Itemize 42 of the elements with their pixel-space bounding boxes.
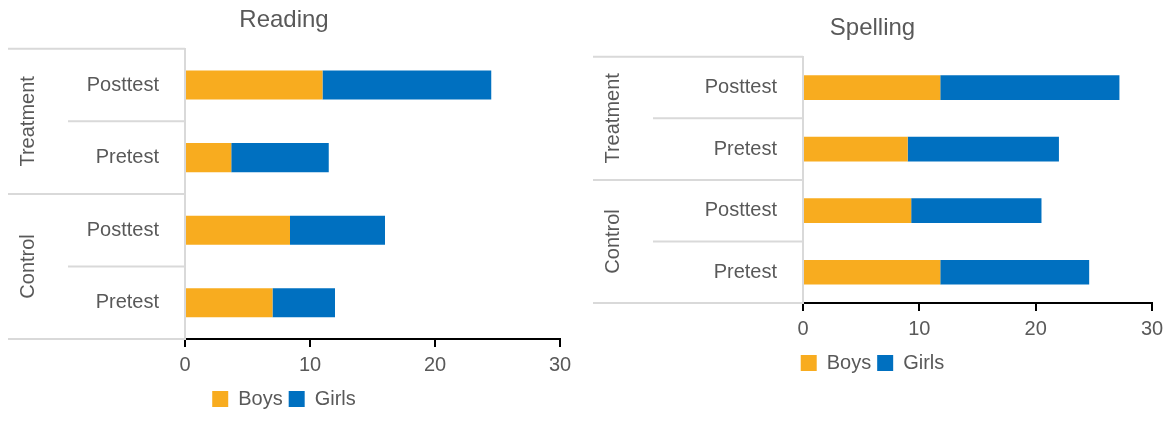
x-tick-label: 10 <box>298 352 322 375</box>
bar <box>186 70 323 100</box>
x-tick-label: 0 <box>179 352 191 375</box>
x-tick-label: 10 <box>908 316 931 339</box>
bar <box>186 215 290 245</box>
legend-label: Boys <box>826 350 872 373</box>
bar <box>940 75 1120 100</box>
bar <box>231 143 329 173</box>
bar <box>804 259 941 285</box>
bar <box>272 288 335 318</box>
y-tick-label: Pretest <box>713 259 778 282</box>
bar <box>911 198 1042 223</box>
bar <box>804 75 941 100</box>
text: Control <box>600 209 623 274</box>
bar <box>907 136 1059 162</box>
bar <box>186 143 232 173</box>
y-tick-label: Pretest <box>95 145 160 168</box>
bar <box>804 198 912 223</box>
chart-title: Reading <box>239 5 329 33</box>
x-tick-label: 20 <box>1024 316 1047 339</box>
x-tick-label: 0 <box>797 316 809 339</box>
bar <box>186 288 273 318</box>
y-tick-label: Posttest <box>86 72 160 95</box>
y-tick-label: Posttest <box>86 217 160 240</box>
legend-label: Boys <box>238 386 283 409</box>
bar <box>322 70 492 100</box>
y-tick-label: Pretest <box>713 136 778 159</box>
text: Control <box>15 234 38 299</box>
y-tick-label: Posttest <box>704 75 778 98</box>
bar <box>290 215 385 245</box>
y-tick-label: Posttest <box>704 198 778 221</box>
text: Treatment <box>600 72 623 164</box>
text: Treatment <box>15 75 38 167</box>
y-tick-label: Pretest <box>95 290 160 313</box>
legend-label: Girls <box>314 386 356 409</box>
x-tick-label: 20 <box>423 352 447 375</box>
chart-title: Spelling <box>829 13 916 41</box>
x-tick-label: 30 <box>1140 316 1164 339</box>
bar <box>804 136 908 162</box>
legend-label: Girls <box>903 350 945 373</box>
bar <box>940 259 1090 285</box>
x-tick-label: 30 <box>548 352 572 375</box>
